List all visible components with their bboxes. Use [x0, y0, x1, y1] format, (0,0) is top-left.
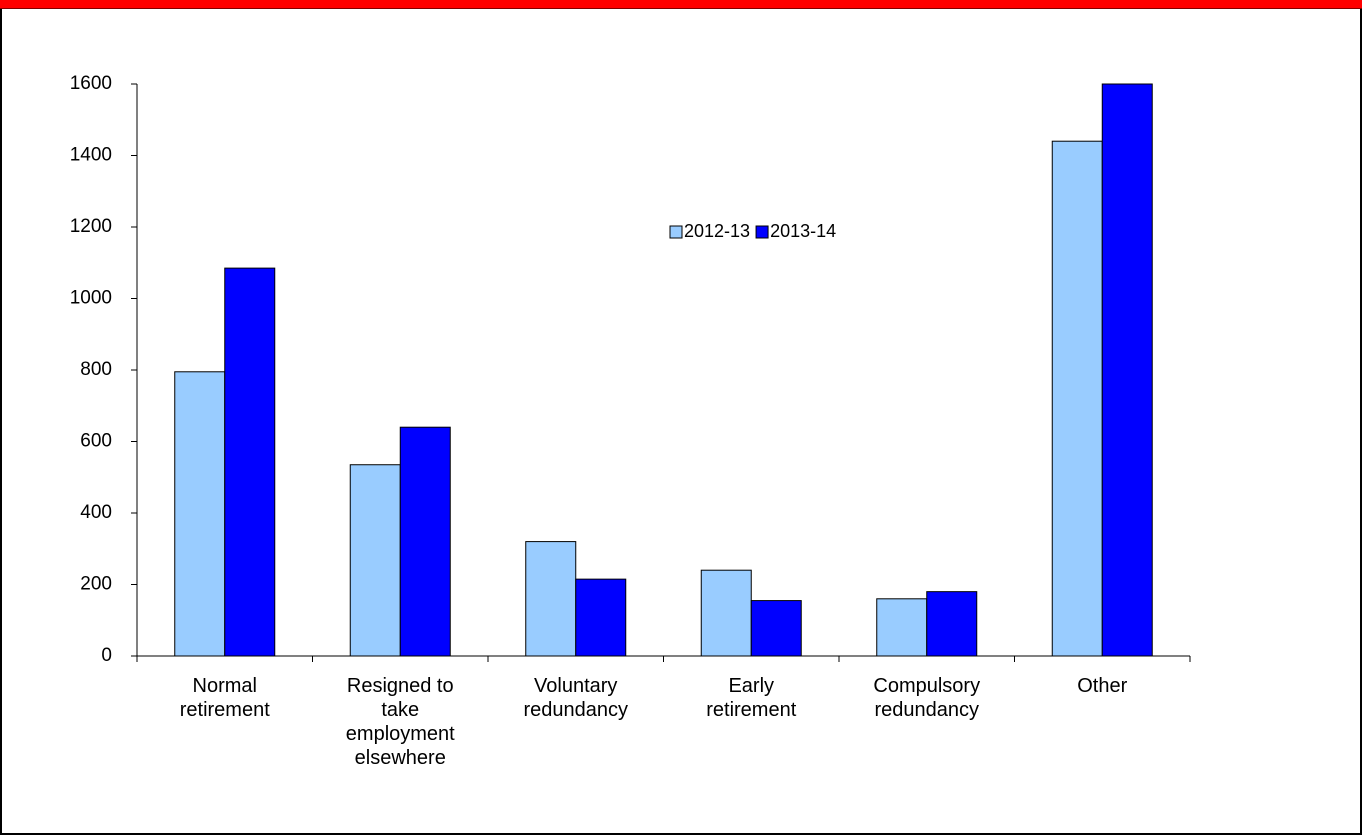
bar — [1051, 140, 1103, 657]
legend-swatch — [755, 225, 769, 239]
legend-swatch — [669, 225, 683, 239]
x-tick-label: Voluntary redundancy — [523, 675, 629, 721]
bar — [1101, 83, 1153, 657]
bar — [174, 371, 226, 657]
bar — [750, 600, 802, 657]
y-tick-label: 1200 — [70, 216, 112, 237]
y-tick-label: 1600 — [70, 73, 112, 94]
bar — [876, 598, 928, 657]
header-bar — [0, 0, 1362, 9]
y-tick-label: 800 — [80, 359, 112, 380]
x-tick-label: Early retirement — [706, 675, 797, 721]
bar — [399, 426, 451, 657]
y-tick-label: 600 — [80, 431, 112, 452]
y-tick-label: 400 — [80, 502, 112, 523]
bar — [224, 267, 276, 657]
x-tick-label: Other — [1077, 675, 1128, 697]
bar — [575, 578, 627, 657]
bar — [525, 541, 577, 657]
y-tick-label: 200 — [80, 574, 112, 595]
x-tick-label: Normal retirement — [179, 675, 270, 721]
legend-label: 2013-14 — [770, 221, 836, 241]
x-tick-label: Resigned to take employment elsewhere — [345, 675, 455, 769]
legend-label: 2012-13 — [684, 221, 750, 241]
y-tick-label: 1400 — [70, 145, 112, 166]
bar — [700, 569, 752, 657]
x-tick-label: Compulsory redundancy — [873, 675, 981, 721]
bar — [926, 591, 978, 657]
bar — [349, 464, 401, 657]
y-tick-label: 0 — [101, 645, 112, 666]
y-tick-label: 1000 — [70, 288, 112, 309]
